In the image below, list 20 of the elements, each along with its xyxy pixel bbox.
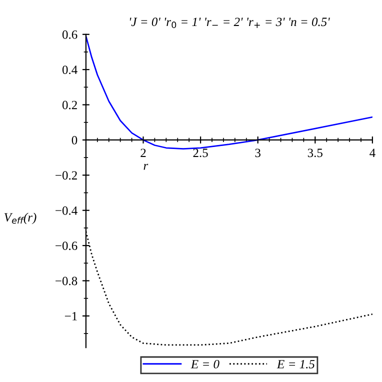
- y-tick-label: 0.4: [62, 66, 78, 74]
- y-axis-title: V$_{eff}$(r): [4, 212, 36, 224]
- y-tick-label: −1: [64, 312, 77, 320]
- legend-label: E = 1.5: [276, 360, 315, 368]
- y-tick-label: 0.6: [62, 30, 78, 39]
- y-tick-label: 0.2: [62, 100, 77, 110]
- x-tick-label: 2: [140, 148, 146, 157]
- y-tick-label: 0: [72, 136, 78, 144]
- x-tick-label: 3: [255, 148, 260, 158]
- y-tick-label: −0.4: [56, 206, 78, 215]
- y-tick-label: −0.6: [56, 242, 78, 250]
- x-tick-label: 2.5: [193, 148, 208, 158]
- x-tick-label: 3.5: [308, 148, 322, 158]
- x-axis-title: r: [144, 164, 148, 170]
- line-series: [86, 35, 372, 150]
- y-tick-label: −0.2: [56, 171, 77, 180]
- y-tick-label: −0.8: [56, 276, 78, 286]
- legend-label: E = 0: [190, 360, 220, 368]
- x-tick-label: 4: [370, 148, 376, 157]
- chart-title: 'J = 0' 'r$_{0}$ = 1' 'r$_{−}$ = 2' 'r$_{+}$ = 3' 'n = 0.5': [130, 18, 330, 28]
